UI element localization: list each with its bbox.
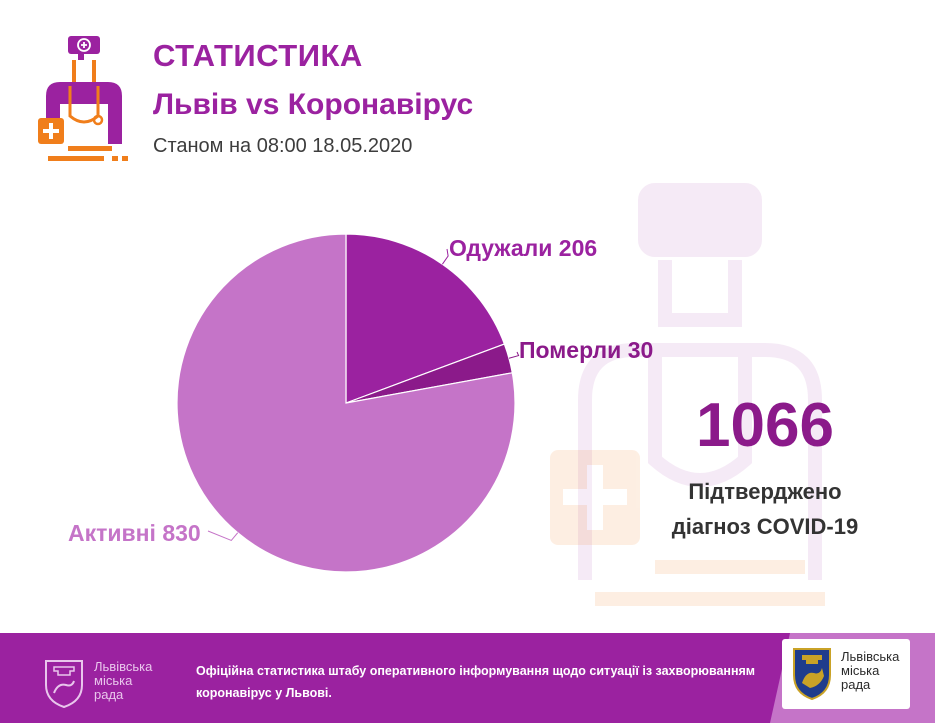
label-recovered: Одужали 206 [449,235,598,261]
slice-active [176,233,516,573]
label-active: Активні 830 [68,520,201,546]
doctor-watermark-icon [550,183,825,606]
page-title: СТАТИСТИКА [153,38,363,73]
page-subtitle: Львів vs Коронавірус [153,88,474,121]
confirmed-line-1: Підтверджено [688,479,842,504]
leader-died [508,351,520,359]
footer-org-name: Львівська міська рада [94,659,153,702]
confirmed-caption: Підтверджено діагноз COVID-19 [640,474,890,544]
doctor-icon [38,36,128,161]
slice-recovered [345,233,506,404]
lviv-badge-coat-of-arms-icon [793,648,831,701]
confirmed-line-2: діагноз COVID-19 [671,514,859,539]
report-date: Станом на 08:00 18.05.2020 [153,135,413,157]
confirmed-total: 1066 [696,391,834,460]
label-died: Померли 30 [519,337,654,363]
leader-recovered [442,248,449,265]
footer-description: Офіційна статистика штабу оперативного і… [196,664,756,700]
badge-org-name: Львівська міська рада [841,649,900,692]
lviv-coat-of-arms-icon [45,660,83,709]
leader-active [207,530,239,542]
